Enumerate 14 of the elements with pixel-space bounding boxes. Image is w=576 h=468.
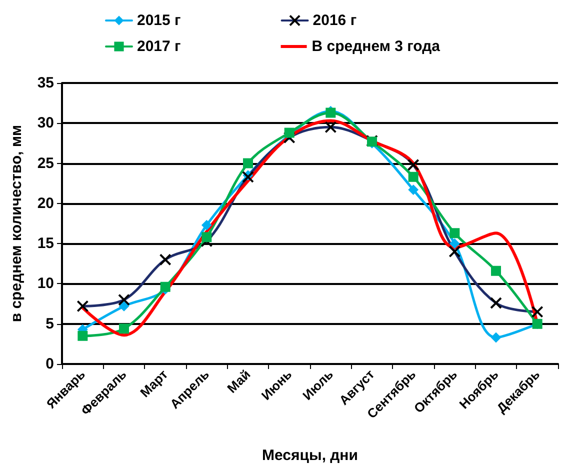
legend-label: 2016 г: [312, 12, 357, 29]
y-tick-label: 35: [37, 74, 54, 92]
y-tick-label: 5: [46, 315, 54, 332]
y-tick-label: 0: [46, 356, 54, 372]
legend-label: В среднем 3 года: [312, 38, 441, 55]
y-tick-label: 30: [37, 114, 54, 132]
legend-label: 2015 г: [137, 12, 181, 29]
legend-label: 2017 г: [137, 38, 181, 55]
y-axis-title: в среднем количество, мм: [8, 124, 25, 322]
y-tick-label: 15: [37, 235, 54, 252]
x-axis-title: Месяцы, дни: [262, 447, 358, 464]
y-tick-label: 25: [37, 154, 54, 172]
y-tick-label: 10: [37, 275, 54, 292]
y-tick-label: 20: [37, 194, 54, 212]
